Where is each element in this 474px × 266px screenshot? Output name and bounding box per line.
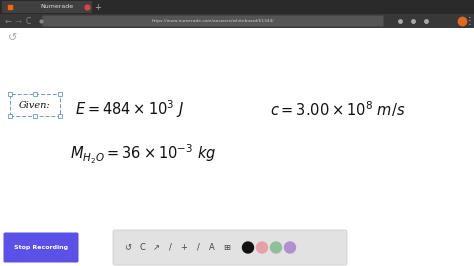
FancyBboxPatch shape — [0, 0, 474, 14]
FancyBboxPatch shape — [0, 28, 474, 231]
Text: ↗: ↗ — [153, 243, 159, 252]
Circle shape — [271, 242, 282, 253]
FancyBboxPatch shape — [0, 14, 474, 28]
FancyBboxPatch shape — [113, 230, 347, 265]
FancyBboxPatch shape — [43, 15, 383, 27]
Text: /: / — [197, 243, 200, 252]
Text: ↺: ↺ — [9, 33, 18, 43]
Circle shape — [256, 242, 267, 253]
FancyBboxPatch shape — [33, 92, 37, 96]
FancyBboxPatch shape — [8, 114, 12, 118]
Circle shape — [243, 242, 254, 253]
Text: /: / — [169, 243, 172, 252]
Circle shape — [284, 242, 295, 253]
Text: Given:: Given: — [19, 101, 51, 110]
FancyBboxPatch shape — [58, 92, 62, 96]
Text: C: C — [139, 243, 145, 252]
Text: https://www.numerade.com/answers/whiteboard/61344/: https://www.numerade.com/answers/whitebo… — [152, 19, 274, 23]
Text: $c = 3.00 \times 10^{8}\ m/s$: $c = 3.00 \times 10^{8}\ m/s$ — [270, 99, 405, 119]
FancyBboxPatch shape — [33, 114, 37, 118]
Text: C: C — [26, 16, 31, 26]
Text: $E = 484 \times 10^{3}\ J$: $E = 484 \times 10^{3}\ J$ — [75, 98, 184, 120]
Text: +: + — [94, 2, 101, 11]
Text: ⊞: ⊞ — [224, 243, 230, 252]
Text: Stop Recording: Stop Recording — [14, 245, 68, 250]
Text: ↺: ↺ — [125, 243, 131, 252]
Text: →: → — [15, 16, 21, 26]
FancyBboxPatch shape — [58, 114, 62, 118]
Text: ←: ← — [4, 16, 11, 26]
Text: ⋮: ⋮ — [465, 16, 474, 26]
Text: Numerade: Numerade — [40, 5, 73, 10]
Text: +: + — [181, 243, 187, 252]
FancyBboxPatch shape — [8, 92, 12, 96]
FancyBboxPatch shape — [3, 232, 79, 263]
Text: $M_{H_{2}O} = 36 \times 10^{-3}\ kg$: $M_{H_{2}O} = 36 \times 10^{-3}\ kg$ — [70, 142, 217, 165]
FancyBboxPatch shape — [2, 1, 92, 13]
Text: A: A — [209, 243, 215, 252]
